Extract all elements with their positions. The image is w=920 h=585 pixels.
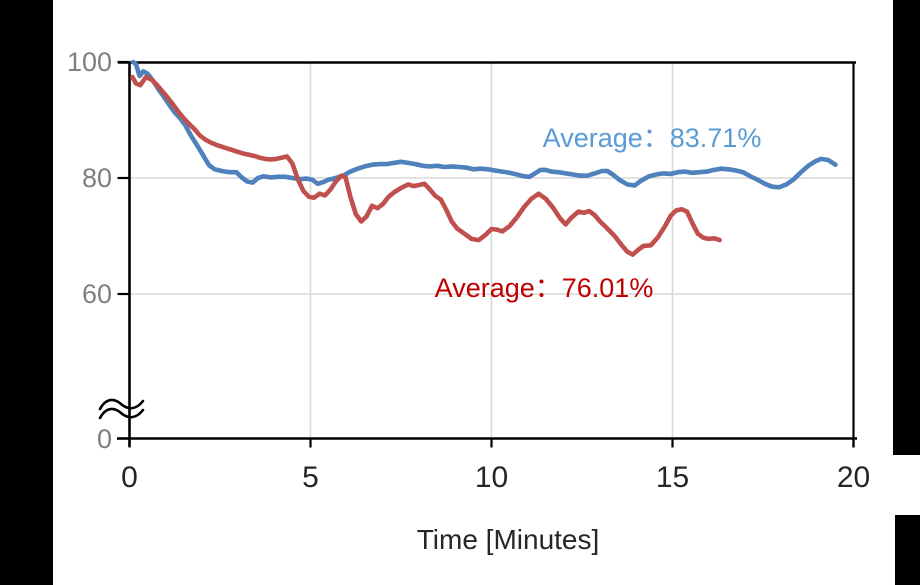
blue-average-annotation: Average：83.71%	[542, 123, 762, 153]
right-black-bar-top	[893, 0, 920, 455]
x-tick-label: 5	[302, 461, 319, 494]
right-black-bar-bottom	[895, 515, 920, 585]
y-tick-label: 60	[81, 279, 112, 309]
series-blue-line	[130, 59, 838, 190]
x-tick-label: 0	[121, 461, 138, 494]
y-tick-label: 0	[96, 423, 112, 454]
x-tick-label: 15	[655, 461, 690, 494]
x-axis-title: Time [Minutes]	[416, 524, 600, 555]
axis-break-icon	[98, 398, 145, 411]
y-tick-label: 100	[66, 47, 112, 77]
x-tick-label: 20	[836, 461, 871, 494]
red-average-annotation: Average：76.01%	[434, 273, 654, 303]
series-red-line	[130, 74, 722, 257]
axis-break-icon	[98, 407, 145, 420]
y-tick-label: 80	[81, 163, 112, 193]
x-tick-label: 10	[474, 461, 509, 494]
left-black-bar	[0, 0, 53, 585]
